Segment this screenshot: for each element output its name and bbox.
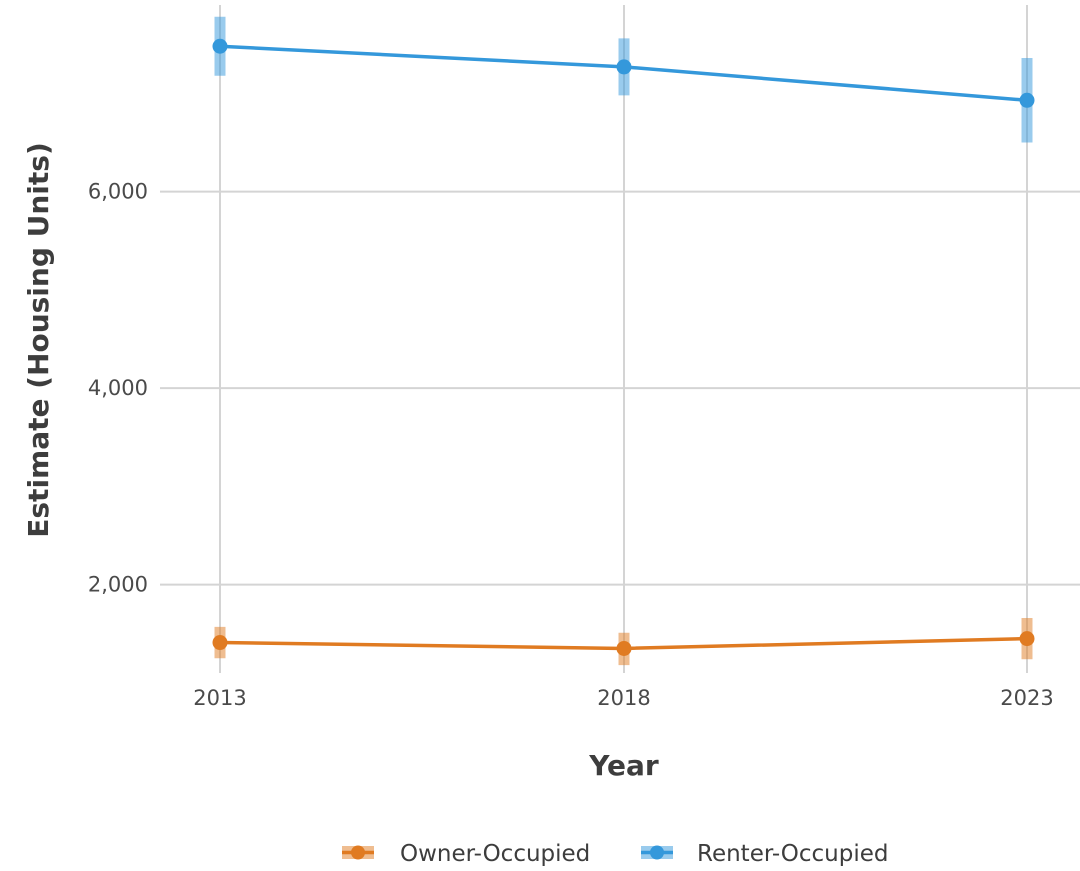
data-point — [212, 635, 228, 651]
data-point — [1019, 92, 1035, 108]
y-axis-title: Estimate (Housing Units) — [22, 142, 55, 537]
legend: Owner-Occupied Renter-Occupied — [342, 841, 888, 867]
legend-key-point — [351, 845, 365, 860]
x-axis-title: Year — [588, 749, 659, 782]
data-point — [1019, 631, 1035, 647]
y-tick-label: 2,000 — [88, 573, 148, 597]
series-renter-occupied — [212, 16, 1035, 143]
legend-item: Owner-Occupied — [342, 841, 590, 867]
x-axis-ticks: 2013 2018 2023 — [193, 686, 1053, 710]
x-tick-label: 2013 — [193, 686, 246, 710]
y-axis-ticks: 2,000 4,000 6,000 — [88, 180, 148, 597]
legend-label: Owner-Occupied — [400, 841, 590, 867]
series-layer — [212, 16, 1035, 666]
y-tick-label: 4,000 — [88, 376, 148, 400]
data-point — [212, 38, 228, 54]
y-tick-label: 6,000 — [88, 180, 148, 204]
legend-label: Renter-Occupied — [697, 841, 888, 867]
grid-lines — [160, 5, 1080, 673]
data-point — [616, 59, 632, 75]
series-owner-occupied — [212, 617, 1035, 666]
data-point — [616, 640, 632, 656]
x-tick-label: 2023 — [1000, 686, 1053, 710]
legend-key-point — [650, 845, 664, 860]
legend-item: Renter-Occupied — [641, 841, 888, 867]
x-tick-label: 2018 — [597, 686, 650, 710]
